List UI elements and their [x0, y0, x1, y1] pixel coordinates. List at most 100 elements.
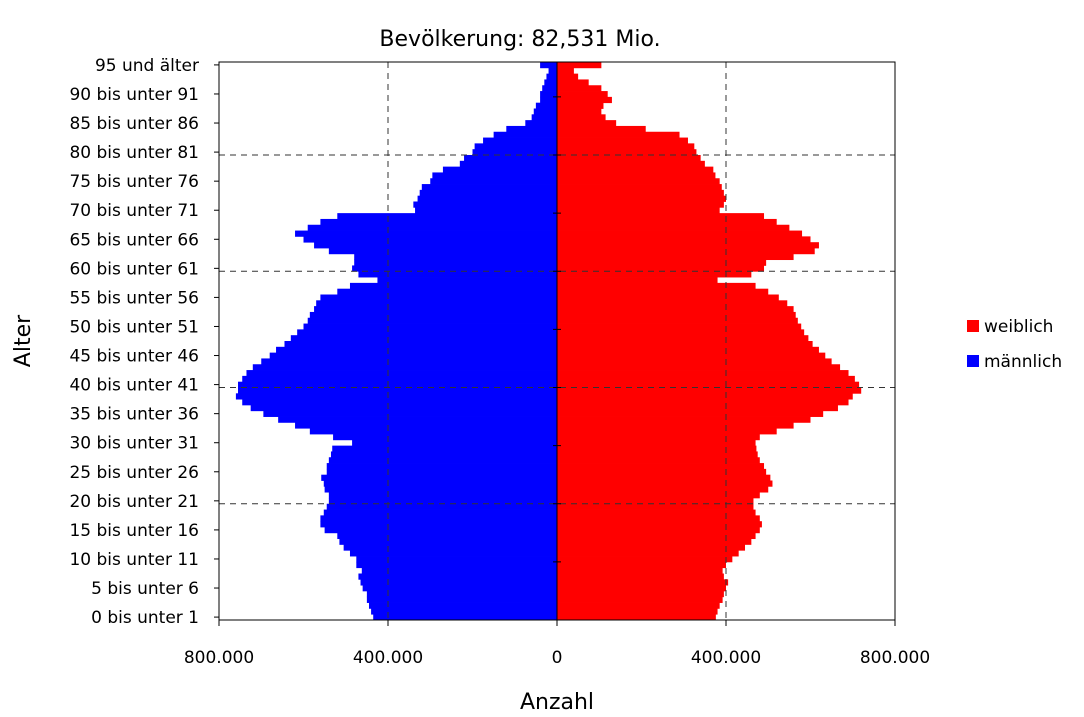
- y-tick-label: 25 bis unter 26: [69, 463, 199, 483]
- bar: [459, 160, 557, 168]
- bar: [557, 497, 754, 505]
- bar: [557, 480, 773, 487]
- bar: [417, 195, 557, 202]
- bar: [557, 521, 762, 528]
- bar: [442, 166, 557, 173]
- bar: [557, 486, 769, 493]
- bar: [320, 521, 557, 528]
- bar: [328, 492, 557, 499]
- bar: [557, 393, 853, 400]
- bar: [557, 346, 819, 354]
- bar: [557, 532, 756, 540]
- bar: [252, 364, 558, 371]
- bar: [464, 155, 557, 162]
- bar: [557, 96, 612, 104]
- bar: [246, 370, 557, 377]
- bar: [557, 474, 771, 481]
- x-axis-label: Anzahl: [520, 690, 594, 715]
- bar: [557, 120, 617, 127]
- bar: [557, 160, 705, 168]
- bar: [377, 277, 557, 284]
- y-tick-label: 45 bis unter 46: [69, 347, 199, 367]
- bar: [328, 497, 557, 505]
- bar: [557, 445, 757, 452]
- bar: [320, 515, 557, 522]
- bar: [284, 341, 557, 348]
- bar: [358, 271, 557, 278]
- bar: [413, 201, 557, 208]
- bar: [309, 311, 557, 319]
- bar: [263, 410, 557, 417]
- bar: [557, 503, 754, 510]
- bar: [330, 451, 557, 458]
- bar: [557, 561, 726, 569]
- bar: [309, 428, 557, 435]
- bar: [472, 149, 557, 156]
- bar: [326, 468, 557, 476]
- bar: [366, 590, 557, 598]
- bar: [242, 399, 558, 406]
- bar: [557, 207, 720, 214]
- bar: [540, 96, 557, 104]
- bar: [295, 422, 557, 429]
- bar: [557, 271, 752, 278]
- bar: [314, 242, 557, 249]
- bar: [557, 108, 602, 115]
- bar: [544, 79, 557, 86]
- bar: [557, 213, 765, 220]
- bar: [356, 561, 557, 569]
- bar: [349, 282, 557, 290]
- bar: [303, 236, 557, 243]
- bar: [546, 73, 557, 80]
- bar: [295, 230, 557, 237]
- bar: [557, 172, 716, 179]
- x-tick-label: 400.000: [691, 648, 761, 668]
- y-tick-label: 90 bis unter 91: [69, 85, 199, 105]
- bar: [557, 579, 729, 586]
- bar: [557, 573, 724, 580]
- bar: [557, 422, 794, 429]
- bar: [535, 102, 557, 109]
- bar: [358, 573, 557, 580]
- bar: [557, 73, 579, 80]
- bar: [557, 451, 758, 458]
- legend-swatch: [967, 320, 979, 332]
- y-tick-label: 5 bis unter 6: [91, 579, 199, 599]
- y-tick-label: 0 bis unter 1: [91, 608, 199, 628]
- bar: [557, 567, 723, 574]
- plot-frame: [218, 61, 896, 621]
- bar: [557, 387, 862, 394]
- bar: [557, 492, 760, 499]
- bar: [548, 67, 557, 75]
- bar: [307, 317, 557, 324]
- bar: [326, 463, 557, 470]
- bar: [483, 137, 557, 144]
- bar: [303, 323, 557, 330]
- bar: [557, 428, 777, 435]
- bar: [557, 62, 602, 69]
- bar: [557, 358, 832, 365]
- bar: [328, 248, 557, 255]
- bar: [557, 439, 756, 447]
- bar: [337, 213, 557, 220]
- bar: [557, 364, 841, 371]
- bar: [506, 125, 557, 133]
- bar: [557, 195, 726, 202]
- y-tick-label: 40 bis unter 41: [69, 376, 199, 396]
- bar: [368, 602, 557, 609]
- bar: [356, 556, 557, 563]
- bar: [557, 242, 819, 249]
- bar: [540, 62, 557, 69]
- y-tick-label: 70 bis unter 71: [69, 201, 199, 221]
- bar: [557, 550, 739, 557]
- bar: [261, 358, 557, 365]
- bar: [321, 474, 557, 481]
- bar: [557, 253, 794, 261]
- bar: [352, 439, 557, 447]
- y-axis-label: Alter: [11, 314, 36, 367]
- bar: [557, 102, 604, 109]
- bar: [533, 108, 557, 115]
- bar: [366, 596, 557, 603]
- bar: [557, 527, 760, 534]
- bar: [493, 131, 557, 138]
